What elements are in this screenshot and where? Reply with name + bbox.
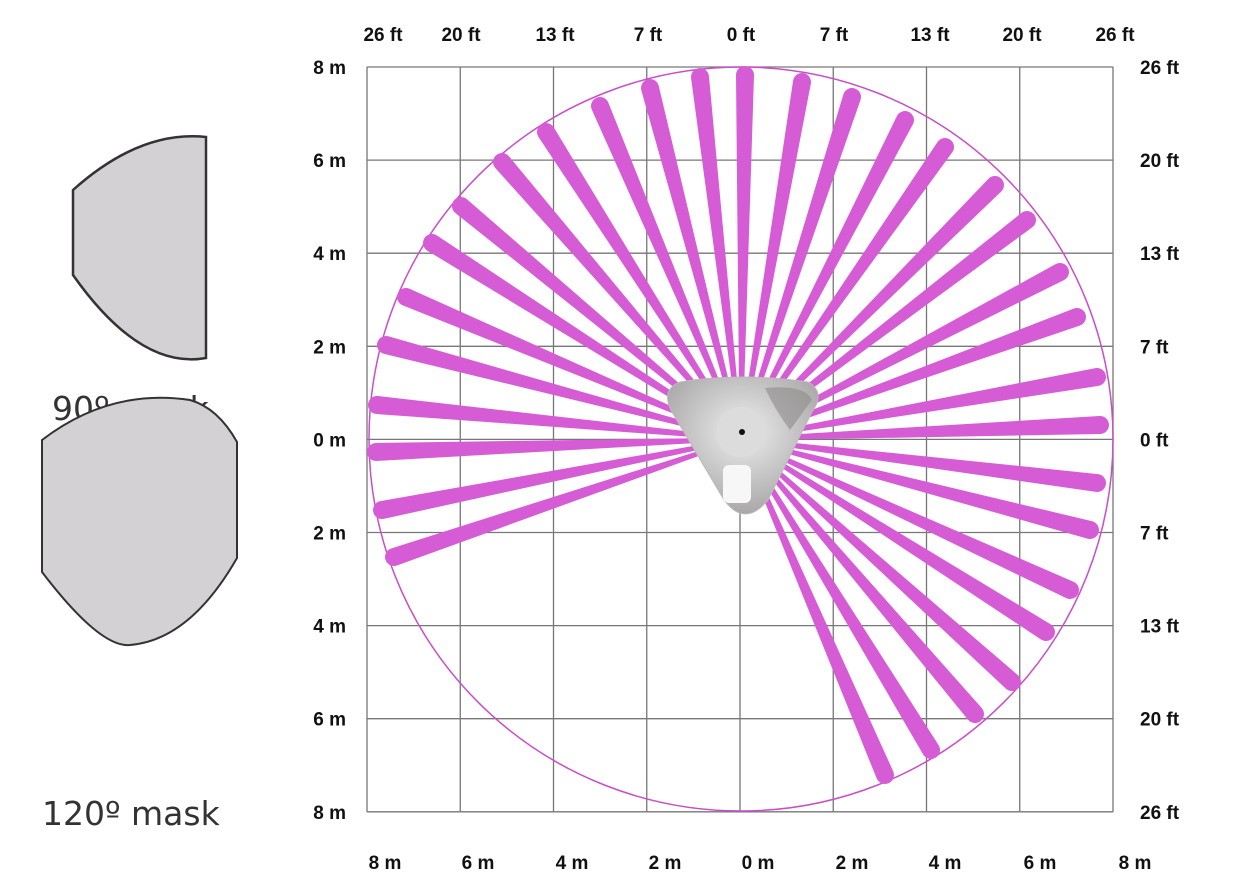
- top-ft-tick-label: 20 ft: [441, 25, 481, 46]
- detection-beam: [739, 438, 894, 784]
- detection-beam: [377, 336, 742, 441]
- detection-beam: [739, 88, 861, 440]
- detection-beam: [452, 197, 742, 441]
- right-ft-tick-label: 7 ft: [1140, 337, 1169, 358]
- bottom-m-tick-label: 4 m: [556, 853, 589, 874]
- detection-beam: [740, 437, 1106, 492]
- bottom-m-tick-label: 2 m: [836, 853, 869, 874]
- right-ft-tick-label: 26 ft: [1140, 58, 1180, 79]
- left-m-tick-label: 4 m: [313, 244, 346, 265]
- detection-beam: [739, 437, 1021, 691]
- detection-beam: [739, 438, 940, 759]
- detection-beam: [537, 122, 743, 440]
- detection-beam: [740, 437, 1099, 539]
- right-ft-tick-label: 13 ft: [1140, 617, 1180, 638]
- right-ft-tick-label: 7 ft: [1140, 524, 1169, 545]
- detection-beam: [691, 68, 743, 440]
- detection-beam: [423, 234, 742, 441]
- detection-beam: [367, 437, 742, 461]
- left-m-tick-label: 6 m: [313, 710, 346, 731]
- left-m-tick-label: 6 m: [313, 151, 346, 172]
- left-m-tick-label: 8 m: [313, 803, 346, 824]
- top-ft-tick-label: 13 ft: [535, 25, 575, 46]
- left-m-tick-label: 4 m: [313, 617, 346, 638]
- detection-beam: [736, 66, 754, 440]
- left-m-tick-label: 8 m: [313, 58, 346, 79]
- detection-beam: [740, 437, 1055, 641]
- bottom-m-tick-label: 8 m: [369, 853, 402, 874]
- right-ft-tick-label: 20 ft: [1140, 710, 1180, 731]
- detection-beam: [739, 175, 1004, 441]
- detection-beam: [591, 97, 743, 440]
- top-ft-tick-label: 26 ft: [363, 25, 403, 46]
- mask-90-shape: [71, 135, 208, 361]
- top-ft-tick-label: 0 ft: [727, 25, 756, 46]
- detection-beam: [373, 437, 742, 519]
- bottom-m-tick-label: 6 m: [1024, 853, 1057, 874]
- left-m-tick-label: 2 m: [313, 337, 346, 358]
- detection-beam: [740, 263, 1069, 441]
- detection-beam: [739, 73, 811, 440]
- left-m-tick-label: 2 m: [313, 524, 346, 545]
- right-ft-tick-label: 26 ft: [1140, 803, 1180, 824]
- detection-beam: [740, 416, 1109, 441]
- detection-beam: [739, 138, 954, 440]
- mask-120-label: 120º mask: [42, 794, 221, 833]
- right-ft-tick-label: 0 ft: [1140, 430, 1169, 451]
- detection-beam: [396, 288, 742, 441]
- right-ft-tick-label: 13 ft: [1140, 244, 1180, 265]
- top-ft-tick-label: 13 ft: [910, 25, 950, 46]
- detection-beam: [740, 437, 1079, 599]
- detection-beam: [493, 153, 743, 440]
- bottom-m-tick-label: 2 m: [649, 853, 682, 874]
- mask-120-shape: [41, 396, 238, 647]
- detection-beams: [367, 66, 1109, 784]
- bottom-m-tick-label: 4 m: [929, 853, 962, 874]
- detection-beam: [739, 111, 914, 440]
- detection-beam: [739, 438, 985, 723]
- sensor-icon: [667, 376, 819, 515]
- top-ft-tick-label: 26 ft: [1095, 25, 1135, 46]
- detection-beam: [368, 396, 742, 441]
- detection-beam: [385, 437, 742, 566]
- top-ft-tick-label: 20 ft: [1002, 25, 1042, 46]
- bottom-m-tick-label: 0 m: [742, 853, 775, 874]
- detection-beam: [740, 308, 1086, 441]
- left-m-tick-label: 0 m: [313, 430, 346, 451]
- detection-beam: [740, 211, 1036, 441]
- bottom-m-tick-label: 6 m: [462, 853, 495, 874]
- detection-beam: [641, 79, 743, 440]
- detection-beam: [740, 368, 1106, 441]
- right-ft-tick-label: 20 ft: [1140, 151, 1180, 172]
- top-ft-tick-label: 7 ft: [634, 25, 663, 46]
- bottom-m-tick-label: 8 m: [1119, 853, 1152, 874]
- top-ft-tick-label: 7 ft: [820, 25, 849, 46]
